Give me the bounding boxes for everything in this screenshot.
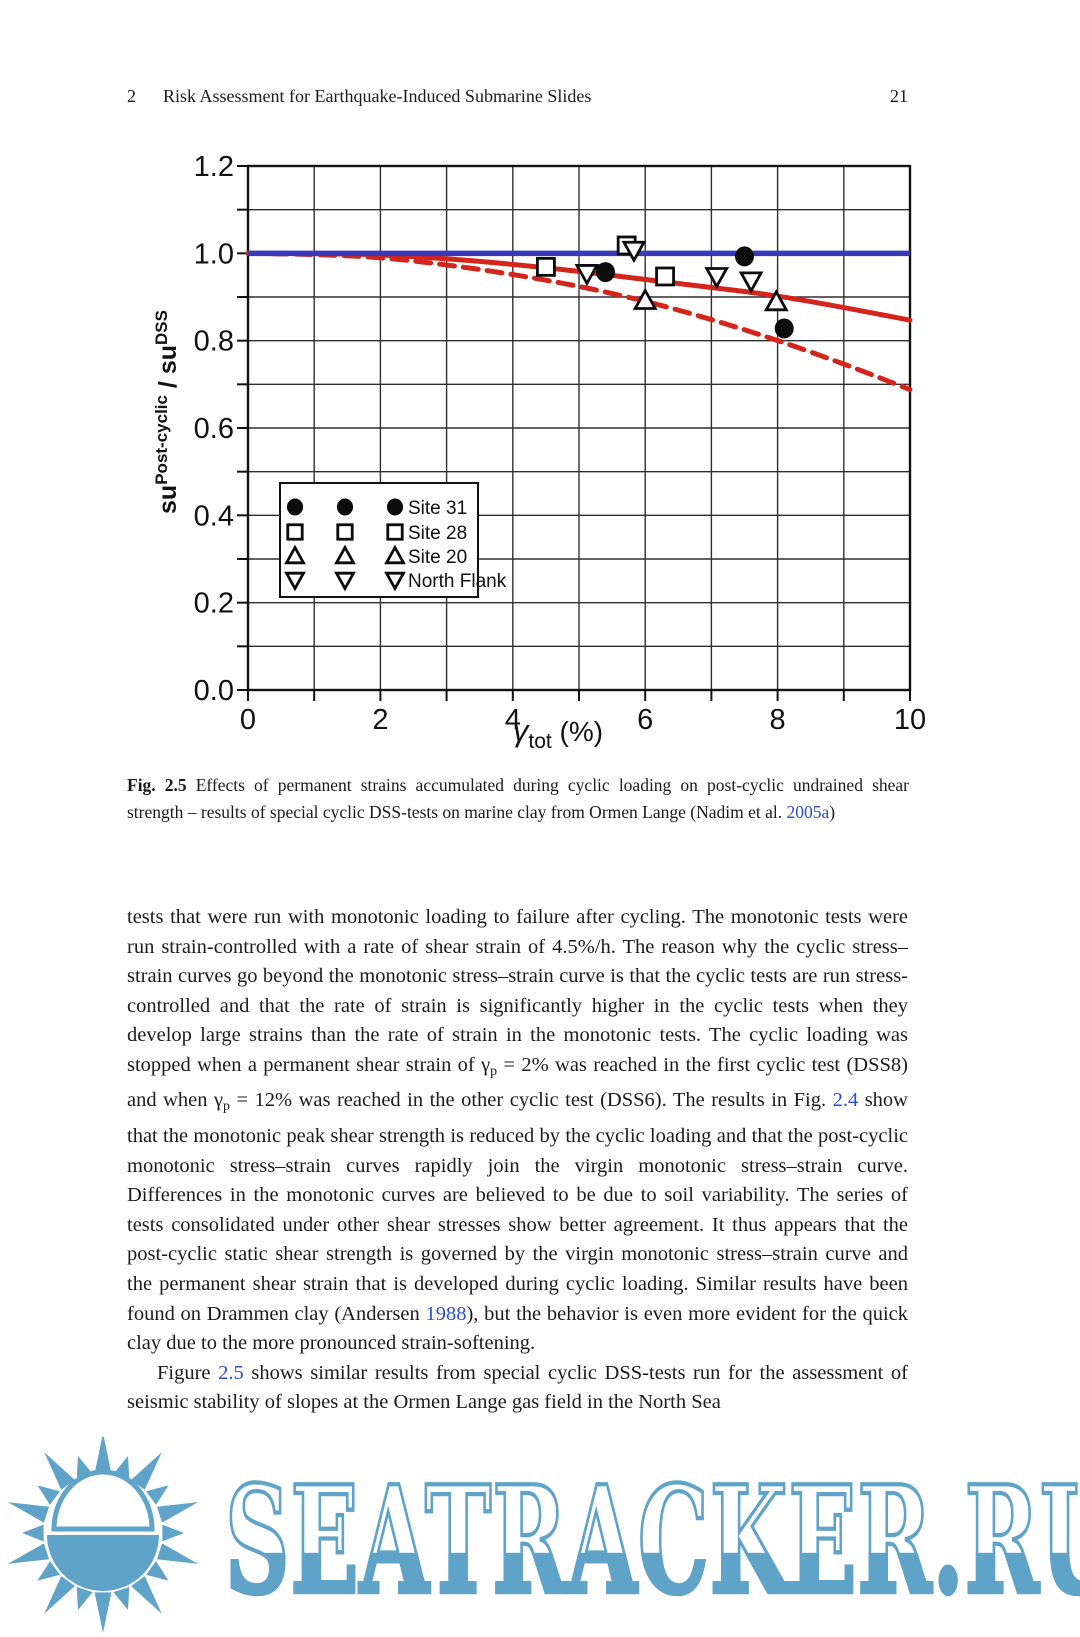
reference-link[interactable]: 1988 (425, 1302, 467, 1325)
chapter-number: 2 (127, 86, 136, 106)
y-tick-labels: 0.0 0.2 0.4 0.6 0.8 1.0 1.2 (194, 151, 234, 707)
series-site-31 (595, 246, 794, 339)
svg-text:4: 4 (505, 704, 521, 736)
text-run: Figure (157, 1361, 219, 1384)
svg-text:North Flank: North Flank (408, 571, 507, 592)
text-run: tests that were run with monotonic loadi… (127, 906, 908, 1076)
watermark: SEATRACKER.RU (0, 1437, 1080, 1637)
caption-suffix: ) (829, 802, 836, 822)
series-north-flank (574, 240, 764, 294)
figure-label: Fig. 2.5 (127, 775, 187, 795)
citation-link[interactable]: 2005a (786, 802, 830, 822)
svg-text:Site 31: Site 31 (408, 498, 467, 519)
reference-link[interactable]: 2.5 (218, 1361, 244, 1384)
sun-dome (51, 1469, 155, 1532)
paragraph: Figure 2.5 shows similar results from sp… (127, 1359, 908, 1418)
reference-link[interactable]: 2.4 (832, 1089, 859, 1112)
plot-border (246, 164, 912, 692)
svg-text:0: 0 (240, 704, 256, 736)
post-cyclic-strength-chart: 0 2 4 6 8 10 0.0 0.2 0.4 0.6 0.8 1.0 1.2 γtot (%) suPo… (140, 140, 930, 790)
page-number: 21 (890, 86, 908, 106)
text-run: shows similar results from special cycli… (127, 1361, 909, 1414)
svg-text:Site 28: Site 28 (408, 523, 467, 544)
axis-ticks (237, 165, 911, 701)
svg-text:6: 6 (637, 704, 653, 736)
text-run: = 12% was reached in the other cyclic te… (230, 1089, 833, 1112)
svg-text:10: 10 (894, 704, 926, 736)
x-axis-label: γtot (%) (513, 713, 603, 753)
text-run: show that the monotonic peak shear stren… (127, 1089, 908, 1325)
text-run: = 2% was reached in the first cyclic tes… (127, 1053, 908, 1112)
sun-base (47, 1535, 159, 1591)
paragraph: tests that were run with monotonic loadi… (127, 903, 908, 1359)
chapter-title: Risk Assessment for Earthquake-Induced S… (163, 86, 592, 106)
figure-caption: Fig. 2.5 Effects of permanent strains acc… (127, 772, 909, 826)
curve-dashed-trend (245, 250, 913, 393)
grid-lines (247, 165, 911, 691)
svg-text:1.2: 1.2 (194, 151, 234, 183)
legend: Site 31 Site 28 Site 20 North Flank (279, 482, 507, 598)
subscript: p (223, 1099, 230, 1115)
y-axis-label: suPost-cyclic / suDSS (152, 310, 182, 514)
svg-text:8: 8 (770, 704, 786, 736)
page-header: 2 Risk Assessment for Earthquake-Induced… (127, 86, 908, 107)
svg-text:Site 20: Site 20 (408, 547, 467, 568)
watermark-text: SEATRACKER.RU (224, 1464, 1080, 1616)
caption-text: Effects of permanent strains accumulated… (127, 775, 909, 822)
sun-icon (7, 1437, 199, 1633)
svg-text:0.6: 0.6 (194, 413, 234, 445)
subscript: p (490, 1063, 498, 1079)
svg-text:0.0: 0.0 (194, 675, 234, 707)
svg-text:1.0: 1.0 (194, 238, 234, 270)
text-run: ), but the behavior is even more evident… (127, 1302, 908, 1355)
x-tick-labels: 0 2 4 6 8 10 (240, 704, 926, 736)
svg-text:2: 2 (372, 704, 388, 736)
svg-text:0.4: 0.4 (194, 500, 234, 532)
series-site-20 (632, 287, 789, 312)
svg-text:0.8: 0.8 (194, 326, 234, 358)
body-text: tests that were run with monotonic loadi… (127, 903, 908, 1418)
svg-text:0.2: 0.2 (194, 588, 234, 620)
